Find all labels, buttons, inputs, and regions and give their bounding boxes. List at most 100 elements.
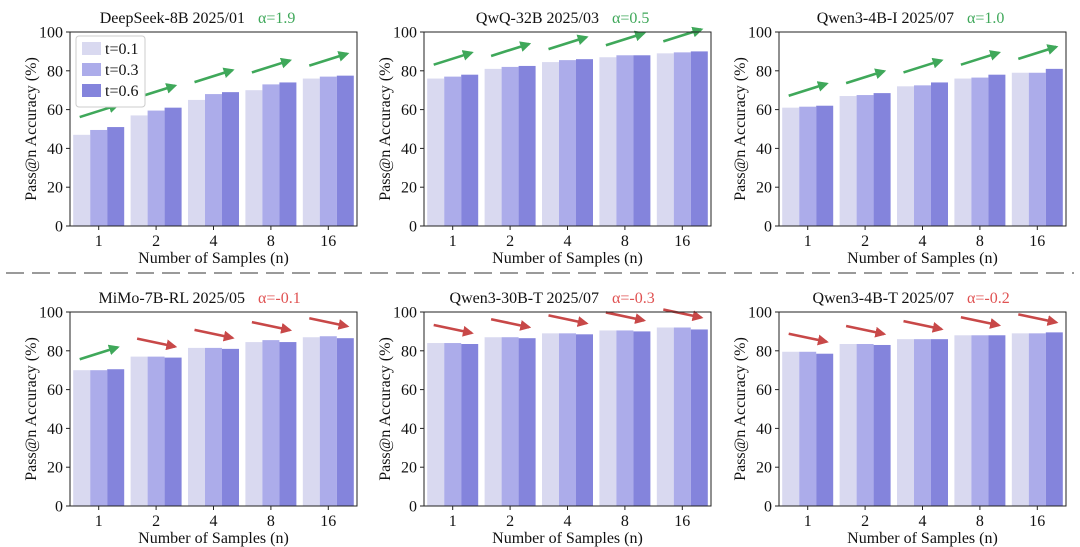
y-tick-label: 60 bbox=[756, 382, 772, 399]
bar-t-0.3-n2 bbox=[147, 110, 165, 226]
y-tick-label: 40 bbox=[756, 141, 772, 158]
x-tick-label: 8 bbox=[267, 513, 275, 530]
x-tick-label: 1 bbox=[449, 233, 457, 250]
y-tick-label: 40 bbox=[401, 421, 417, 438]
bar-t-0.1-n16 bbox=[656, 327, 674, 506]
x-axis-label: Number of Samples (n) bbox=[138, 530, 289, 547]
bar-t-0.6-n4 bbox=[576, 59, 593, 226]
trend-arrow-up-n4 bbox=[903, 57, 944, 74]
bar-t-0.6-n16 bbox=[690, 329, 708, 506]
x-tick-label: 2 bbox=[152, 513, 160, 530]
bar-t-0.6-n8 bbox=[988, 335, 1006, 506]
y-tick-label: 60 bbox=[47, 382, 63, 399]
bar-t-0.1-n4 bbox=[188, 99, 205, 226]
trend-arrow-up-n16 bbox=[308, 51, 350, 67]
y-tick-label: 20 bbox=[401, 460, 417, 477]
x-tick-label: 2 bbox=[152, 233, 160, 250]
y-tick-label: 0 bbox=[409, 499, 417, 516]
bar-t-0.6-n4 bbox=[931, 82, 948, 226]
bar-t-0.6-n1 bbox=[107, 127, 125, 226]
legend-entry: t=0.1 bbox=[105, 41, 138, 58]
x-tick-label: 1 bbox=[449, 513, 457, 530]
bar-t-0.6-n1 bbox=[461, 344, 479, 506]
bar-t-0.3-n8 bbox=[262, 340, 280, 506]
x-tick-label: 8 bbox=[621, 233, 629, 250]
y-tick-label: 40 bbox=[47, 141, 63, 158]
y-tick-label: 100 bbox=[393, 25, 417, 42]
x-tick-label: 16 bbox=[1029, 233, 1045, 250]
bar-t-0.6-n8 bbox=[633, 331, 651, 506]
bar-t-0.1-n4 bbox=[897, 339, 914, 506]
bar-t-0.6-n8 bbox=[988, 74, 1006, 227]
x-tick-label: 1 bbox=[95, 513, 103, 530]
x-tick-label: 8 bbox=[267, 233, 275, 250]
y-axis-label: Pass@n Accuracy (%) bbox=[23, 57, 40, 201]
bar-t-0.6-n16 bbox=[690, 51, 708, 227]
y-tick-label: 0 bbox=[55, 219, 63, 236]
alpha-label: α=0.5 bbox=[612, 10, 649, 27]
trend-arrow-down-n4 bbox=[903, 319, 944, 333]
trend-arrow-down-n8 bbox=[605, 311, 647, 324]
trend-arrow-down-n8 bbox=[960, 316, 1002, 329]
alpha-label: α=-0.2 bbox=[967, 290, 1010, 307]
y-tick-label: 100 bbox=[393, 305, 417, 322]
bar-t-0.1-n8 bbox=[245, 342, 263, 506]
y-tick-label: 20 bbox=[47, 460, 63, 477]
trend-arrow-up-n2 bbox=[490, 41, 532, 58]
trend-arrow-down-n2 bbox=[490, 317, 532, 331]
bar-t-0.1-n16 bbox=[302, 337, 320, 506]
bar-t-0.3-n2 bbox=[856, 344, 874, 506]
bar-t-0.1-n2 bbox=[484, 337, 502, 506]
x-axis-label: Number of Samples (n) bbox=[847, 250, 998, 267]
legend-entry: t=0.3 bbox=[105, 62, 138, 79]
trend-arrow-down-n4 bbox=[194, 328, 235, 342]
trend-arrow-up-n1 bbox=[788, 81, 829, 97]
alpha-label: α=-0.1 bbox=[258, 290, 301, 307]
y-tick-label: 80 bbox=[401, 63, 417, 80]
bar-t-0.1-n8 bbox=[599, 330, 617, 506]
x-tick-label: 4 bbox=[210, 513, 218, 530]
trend-arrow-up-n8 bbox=[605, 30, 646, 47]
bar-t-0.6-n2 bbox=[873, 344, 891, 506]
y-tick-label: 40 bbox=[47, 421, 63, 438]
y-tick-label: 60 bbox=[756, 102, 772, 119]
x-tick-label: 16 bbox=[320, 233, 336, 250]
bar-t-0.3-n8 bbox=[971, 77, 989, 226]
bar-t-0.1-n1 bbox=[427, 343, 445, 506]
x-tick-label: 16 bbox=[1029, 513, 1045, 530]
chart-title: Qwen3-4B-T 2025/07 bbox=[813, 290, 954, 307]
y-tick-label: 40 bbox=[756, 421, 772, 438]
y-axis-label: Pass@n Accuracy (%) bbox=[732, 57, 749, 201]
legend-swatch bbox=[82, 42, 101, 55]
trend-arrow-down-n8 bbox=[251, 320, 293, 334]
bar-t-0.6-n16 bbox=[1045, 332, 1063, 506]
bar-t-0.3-n8 bbox=[971, 335, 989, 506]
bar-t-0.6-n4 bbox=[222, 348, 239, 506]
trend-arrow-up-n16 bbox=[662, 26, 704, 43]
x-axis-label: Number of Samples (n) bbox=[847, 530, 998, 547]
trend-arrow-up-n1 bbox=[433, 50, 474, 66]
bar-t-0.3-n8 bbox=[262, 84, 280, 226]
y-tick-label: 20 bbox=[401, 180, 417, 197]
chart-panel-4: MiMo-7B-RL 2025/05 α=-0.1 0 20 40 60 80 100 1 2 4 8… bbox=[23, 290, 358, 547]
bar-t-0.3-n8 bbox=[616, 55, 634, 226]
y-tick-label: 60 bbox=[47, 102, 63, 119]
bar-t-0.3-n4 bbox=[914, 85, 931, 226]
y-tick-label: 60 bbox=[401, 382, 417, 399]
bar-t-0.3-n2 bbox=[856, 95, 874, 226]
y-tick-label: 0 bbox=[55, 499, 63, 516]
y-axis-label: Pass@n Accuracy (%) bbox=[377, 337, 394, 481]
legend-swatch bbox=[82, 63, 101, 76]
y-tick-label: 40 bbox=[401, 141, 417, 158]
x-tick-label: 4 bbox=[210, 233, 218, 250]
bar-t-0.1-n8 bbox=[245, 90, 263, 226]
bar-t-0.6-n8 bbox=[279, 82, 297, 226]
y-tick-label: 0 bbox=[764, 499, 772, 516]
trend-arrow-up-n4 bbox=[548, 34, 589, 51]
bar-t-0.3-n2 bbox=[147, 356, 165, 506]
bar-t-0.3-n4 bbox=[559, 60, 576, 226]
y-tick-label: 0 bbox=[409, 219, 417, 236]
alpha-label: α=1.0 bbox=[967, 10, 1004, 27]
bar-t-0.6-n2 bbox=[518, 338, 536, 506]
bar-t-0.1-n16 bbox=[302, 78, 320, 226]
